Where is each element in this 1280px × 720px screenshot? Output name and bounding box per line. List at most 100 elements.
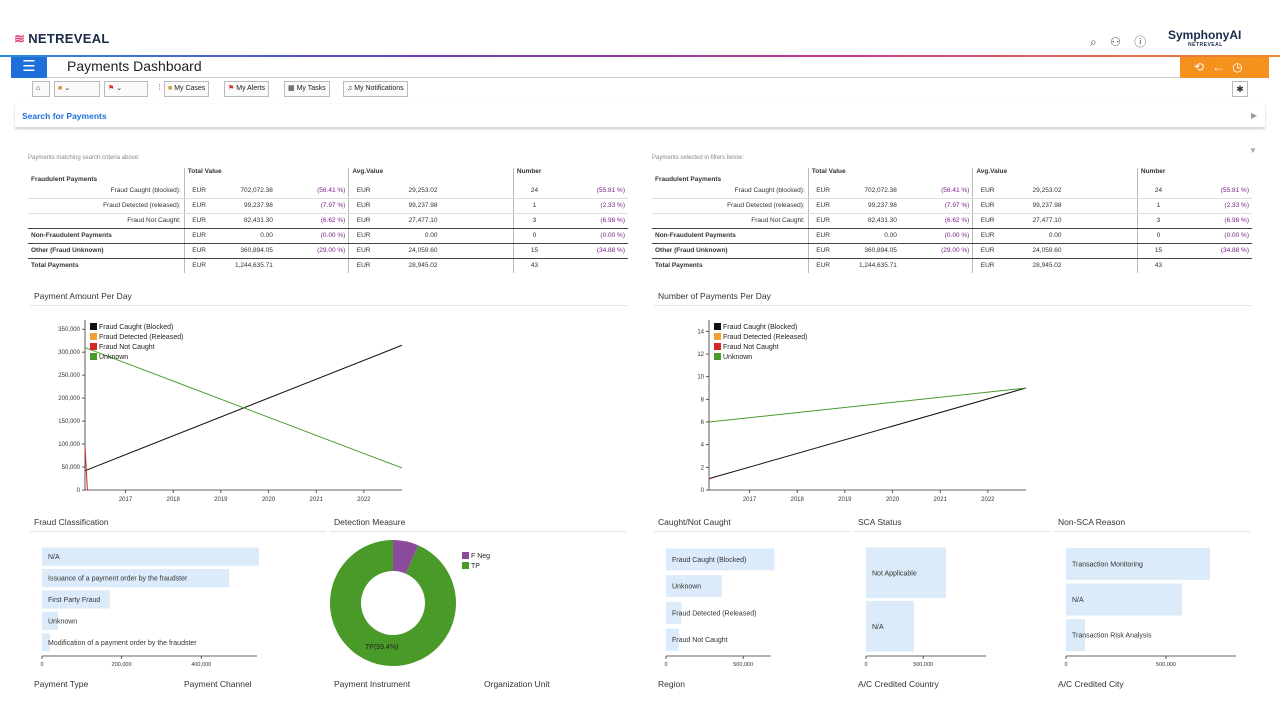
series-line — [84, 347, 403, 469]
count-percent: (2.33 %) — [1179, 198, 1252, 214]
y-tick-label: 50,000 — [62, 465, 81, 471]
count: 24 — [1136, 183, 1180, 199]
folder-dropdown[interactable]: ■ ⌄ — [54, 81, 100, 97]
avg-spacer — [440, 243, 514, 259]
partner-sub: NETREVEAL — [1188, 42, 1223, 48]
x-tick-label: 2018 — [791, 497, 805, 503]
my-alerts-button[interactable]: ⚑ My Alerts — [224, 81, 270, 97]
expand-arrow-icon[interactable]: ▶ — [1250, 111, 1257, 120]
summary-row: Other (Fraud Unknown) EUR 360,894.05 (29… — [28, 243, 628, 259]
my-alerts-label: My Alerts — [236, 85, 266, 92]
row-label: Non-Fraudulent Payments — [28, 228, 185, 244]
total-value: 702,072.38 — [837, 183, 900, 199]
bar-label: Transaction Monitoring — [1072, 561, 1143, 568]
summary-right-table: Fraudulent Payments Total Value Avg.Valu… — [652, 168, 1252, 273]
avg-value-header: Avg.Value — [348, 168, 514, 183]
chevron-down-icon: ⌄ — [116, 85, 123, 92]
count: 1 — [1136, 198, 1180, 214]
total-value: 360,894.05 — [213, 243, 276, 259]
bar-label: Fraud Caught (Blocked) — [672, 557, 746, 564]
bar — [666, 628, 679, 651]
bar-label: Issuance of a payment order by the fraud… — [48, 576, 188, 583]
count: 43 — [1136, 258, 1180, 273]
number-header: Number — [1136, 168, 1252, 183]
divider — [1054, 531, 1250, 532]
count-percent: (6.98 %) — [555, 213, 628, 229]
legend-label: Unknown — [723, 354, 752, 361]
currency: EUR — [348, 213, 378, 229]
bar — [42, 569, 230, 588]
count: 0 — [1136, 228, 1180, 244]
count: 3 — [512, 213, 556, 229]
summary-row: Fraud Detected (released): EUR 99,237.98… — [652, 198, 1252, 214]
fraud-classification-chart: N/A Issuance of a payment order by the fr… — [40, 547, 259, 668]
summary-left-caption: Payments matching search criteria above: — [28, 155, 140, 161]
home-icon: ⌂ — [36, 85, 41, 92]
x-tick-label: 2017 — [119, 497, 133, 503]
bar — [42, 547, 259, 566]
row-label: Fraud Not Caught: — [652, 213, 809, 229]
my-cases-button[interactable]: ■ My Cases — [164, 81, 210, 97]
x-tick-label: 2021 — [934, 497, 948, 503]
search-panel[interactable]: Search for Payments ▶ — [15, 104, 1265, 128]
x-tick-label: 500,000 — [1156, 662, 1176, 668]
more-icon[interactable]: ⋮ — [156, 84, 163, 91]
refresh-icon[interactable]: ⟲ — [1194, 60, 1213, 74]
bug-report-button[interactable]: ✱ — [1232, 81, 1248, 97]
y-tick-label: 4 — [701, 443, 705, 449]
currency: EUR — [183, 243, 214, 259]
menu-button[interactable]: ☰ — [11, 57, 47, 78]
count-percent — [1179, 258, 1252, 273]
currency: EUR — [348, 228, 378, 244]
currency: EUR — [972, 198, 1002, 214]
count: 15 — [512, 243, 556, 259]
x-tick-label: 0 — [40, 662, 43, 668]
row-label: Other (Fraud Unknown) — [28, 243, 185, 259]
avg-spacer — [440, 183, 514, 199]
total-percent: (56.41 %) — [899, 183, 973, 199]
currency: EUR — [348, 258, 378, 273]
row-label: Fraud Caught (blocked): — [28, 183, 185, 199]
total-percent: (6.62 %) — [275, 213, 349, 229]
search-icon[interactable]: ⌕ — [1090, 35, 1097, 49]
total-value: 99,237.98 — [213, 198, 276, 214]
currency: EUR — [348, 243, 378, 259]
total-percent: (29.00 %) — [899, 243, 973, 259]
total-value: 1,244,635.71 — [858, 262, 897, 270]
series-line — [708, 387, 1027, 480]
partner-brand: SymphonyAI — [1168, 28, 1242, 42]
x-tick-label: 500,000 — [913, 662, 933, 668]
flag-dropdown[interactable]: ⚑ ⌄ — [104, 81, 148, 97]
total-percent — [276, 258, 349, 273]
avg-spacer — [1064, 183, 1138, 199]
x-tick-label: 2020 — [886, 497, 900, 503]
bar — [866, 547, 946, 599]
collapse-arrow-icon[interactable]: ▼ — [1249, 146, 1257, 155]
count-percent: (34.88 %) — [555, 243, 628, 259]
home-button[interactable]: ⌂ — [32, 81, 50, 97]
sca-status-chart: Not Applicable N/A 0 500,000 — [864, 547, 986, 668]
avg-value: 99,237.98 — [1001, 198, 1065, 214]
count: 15 — [1136, 243, 1180, 259]
slice-label: TP(93.4%) — [365, 644, 398, 651]
bell-icon: ♫ — [347, 85, 353, 92]
bar — [866, 600, 914, 652]
my-tasks-button[interactable]: ▦ My Tasks — [284, 81, 330, 97]
user-icon[interactable]: ⚇ — [1110, 35, 1121, 49]
bar — [42, 611, 58, 630]
legend-swatch — [90, 323, 97, 330]
amount-per-day-title: Payment Amount Per Day — [34, 291, 132, 301]
sca-status-title: SCA Status — [858, 517, 902, 527]
bar-label: Unknown — [48, 618, 77, 625]
total-value: 82,431.30 — [213, 213, 276, 229]
currency: EUR — [807, 183, 838, 199]
my-notifications-button[interactable]: ♫ My Notifications — [343, 81, 408, 97]
bar-label: Fraud Detected (Released) — [672, 610, 756, 617]
history-icon[interactable]: ◷ — [1232, 60, 1251, 74]
legend-label: Fraud Caught (Blocked) — [99, 324, 173, 331]
avg-spacer — [440, 258, 513, 273]
back-arrow-icon[interactable]: ← — [1212, 60, 1233, 74]
search-panel-label[interactable]: Search for Payments — [22, 111, 107, 121]
help-icon[interactable]: ⓘ — [1134, 35, 1147, 49]
number-per-day-chart: 0 2 4 6 8 10 12 14 2017 2018 2019 2020 2021 2022 Fraud… — [697, 320, 1027, 503]
